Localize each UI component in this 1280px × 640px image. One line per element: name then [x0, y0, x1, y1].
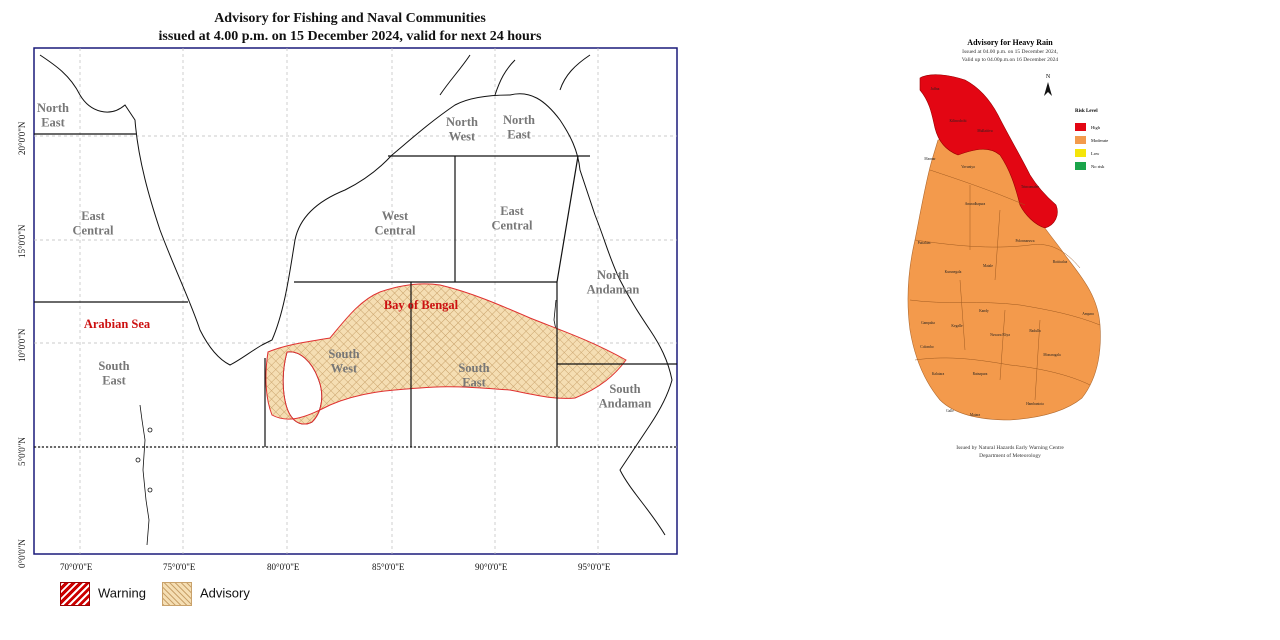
risk-low-label: Low — [1091, 151, 1100, 156]
svg-text:Galle: Galle — [946, 409, 954, 413]
svg-text:Gampaha: Gampaha — [921, 321, 935, 325]
svg-text:Anuradhapura: Anuradhapura — [965, 202, 986, 206]
risk-legend-items: High Moderate Low No risk — [1075, 123, 1108, 170]
advisory-area — [265, 283, 627, 425]
label-arabian-south-east: South East — [98, 359, 129, 387]
risk-level-title: Risk Level — [1075, 109, 1098, 114]
rain-map-title: Advisory for Heavy Rain — [967, 38, 1053, 47]
lon-tick-labels: 70°0'0"E 75°0'0"E 80°0'0"E 85°0'0"E 90°0… — [60, 562, 611, 572]
legend-advisory: Advisory — [162, 582, 250, 606]
svg-text:Colombo: Colombo — [920, 345, 934, 349]
heavy-rain-map: Advisory for Heavy Rain Issued at 04.00 … — [860, 20, 1140, 470]
rain-map-footer-1: Issued by Natural Hazards Early Warning … — [956, 445, 1064, 451]
label-north-andaman: North Andaman — [587, 268, 640, 296]
label-arabian-east-central: East Central — [73, 209, 114, 237]
fishing-advisory-map: Advisory for Fishing and Naval Communiti… — [17, 11, 678, 606]
sri-lanka-high — [919, 74, 1058, 229]
svg-text:Kegalle: Kegalle — [951, 324, 963, 328]
svg-text:Kurunegala: Kurunegala — [945, 270, 962, 274]
risk-moderate-label: Moderate — [1091, 138, 1108, 143]
svg-text:Jaffna: Jaffna — [931, 87, 940, 91]
lon-label-95: 95°0'0"E — [578, 562, 611, 572]
rain-map-valid: Valid up to 04.00p.m.on 16 December 2024 — [961, 57, 1059, 63]
svg-text:Ratnapura: Ratnapura — [973, 372, 988, 376]
svg-text:Kilinochchi: Kilinochchi — [950, 119, 967, 123]
north-arrow-icon: N — [1044, 74, 1052, 96]
svg-text:Ampara: Ampara — [1082, 312, 1094, 316]
lon-label-75: 75°0'0"E — [163, 562, 196, 572]
district-labels: Jaffna Kilinochchi Mullaitivu Mannar Vav… — [918, 87, 1095, 417]
label-arabian-sea: Arabian Sea — [84, 317, 151, 331]
label-south-andaman: South Andaman — [599, 382, 652, 410]
label-bay-of-bengal: Bay of Bengal — [384, 298, 459, 312]
svg-text:Polonnaruwa: Polonnaruwa — [1016, 239, 1035, 243]
map-title: Advisory for Fishing and Naval Communiti… — [214, 11, 486, 26]
district-boundaries — [909, 169, 1101, 401]
india-north-coast — [439, 54, 591, 96]
fishing-map-svg: 20°0'0"N 15°0'0"N 10°0'0"N 5°0'0"N 0°0'0… — [17, 47, 678, 572]
svg-text:N: N — [1046, 74, 1051, 80]
lon-label-80: 80°0'0"E — [267, 562, 300, 572]
lat-label-20: 20°0'0"N — [17, 121, 27, 155]
svg-text:Hambantota: Hambantota — [1026, 402, 1044, 406]
myanmar-coastline — [594, 214, 673, 536]
map-frame — [33, 47, 678, 555]
sri-lanka-svg: N Risk Level High Moderate Low No risk — [907, 74, 1108, 421]
label-bay-west-central: West Central — [375, 209, 416, 237]
svg-text:Kandy: Kandy — [979, 309, 989, 313]
risk-norisk-label: No risk — [1091, 164, 1105, 169]
lat-label-5: 5°0'0"N — [17, 437, 27, 466]
label-bay-south-east: South East — [458, 361, 489, 389]
svg-text:Matara: Matara — [970, 413, 981, 417]
svg-text:Puttalam: Puttalam — [918, 241, 931, 245]
lat-tick-labels: 20°0'0"N 15°0'0"N 10°0'0"N 5°0'0"N 0°0'0… — [17, 121, 27, 568]
svg-text:Mullaitivu: Mullaitivu — [977, 129, 992, 133]
lon-label-85: 85°0'0"E — [372, 562, 405, 572]
lon-label-70: 70°0'0"E — [60, 562, 93, 572]
lat-label-15: 15°0'0"N — [17, 224, 27, 258]
legend-warning-label: Warning — [98, 585, 146, 601]
label-bay-north-east: North East — [503, 113, 535, 141]
svg-text:Vavuniya: Vavuniya — [961, 165, 975, 169]
risk-high-label: High — [1091, 125, 1101, 130]
svg-text:Nuwara Eliya: Nuwara Eliya — [990, 333, 1010, 337]
svg-text:Trincomalee: Trincomalee — [1021, 185, 1039, 189]
legend-warning: Warning — [60, 582, 146, 606]
maldives-islands — [135, 404, 153, 546]
svg-text:Badulla: Badulla — [1029, 329, 1041, 333]
rain-map-issued: Issued at 04.00 p.m. on 15 December 2024… — [962, 49, 1058, 55]
label-bay-east-central: East Central — [492, 204, 533, 232]
advisory-swatch — [162, 582, 192, 606]
svg-text:Kalutara: Kalutara — [932, 372, 945, 376]
label-arabian-north-east: North East — [37, 101, 69, 129]
rain-map-footer-2: Department of Meteorology — [979, 453, 1041, 459]
svg-text:Monaragala: Monaragala — [1043, 353, 1061, 357]
svg-text:Matale: Matale — [983, 264, 993, 268]
label-bay-north-west: North West — [446, 115, 478, 143]
india-coastline — [39, 54, 596, 366]
sea-area-boundaries — [34, 133, 677, 448]
label-bay-south-west: South West — [328, 347, 359, 375]
lat-label-10: 10°0'0"N — [17, 328, 27, 362]
region-labels: North East East Central South East North Wes… — [37, 101, 651, 410]
warning-swatch — [60, 582, 90, 606]
svg-text:Batticaloa: Batticaloa — [1053, 260, 1068, 264]
svg-text:Mannar: Mannar — [924, 157, 936, 161]
lon-label-90: 90°0'0"E — [475, 562, 508, 572]
legend-advisory-label: Advisory — [200, 585, 250, 601]
lat-label-0: 0°0'0"N — [17, 539, 27, 568]
map-subtitle: issued at 4.00 p.m. on 15 December 2024,… — [158, 29, 542, 44]
